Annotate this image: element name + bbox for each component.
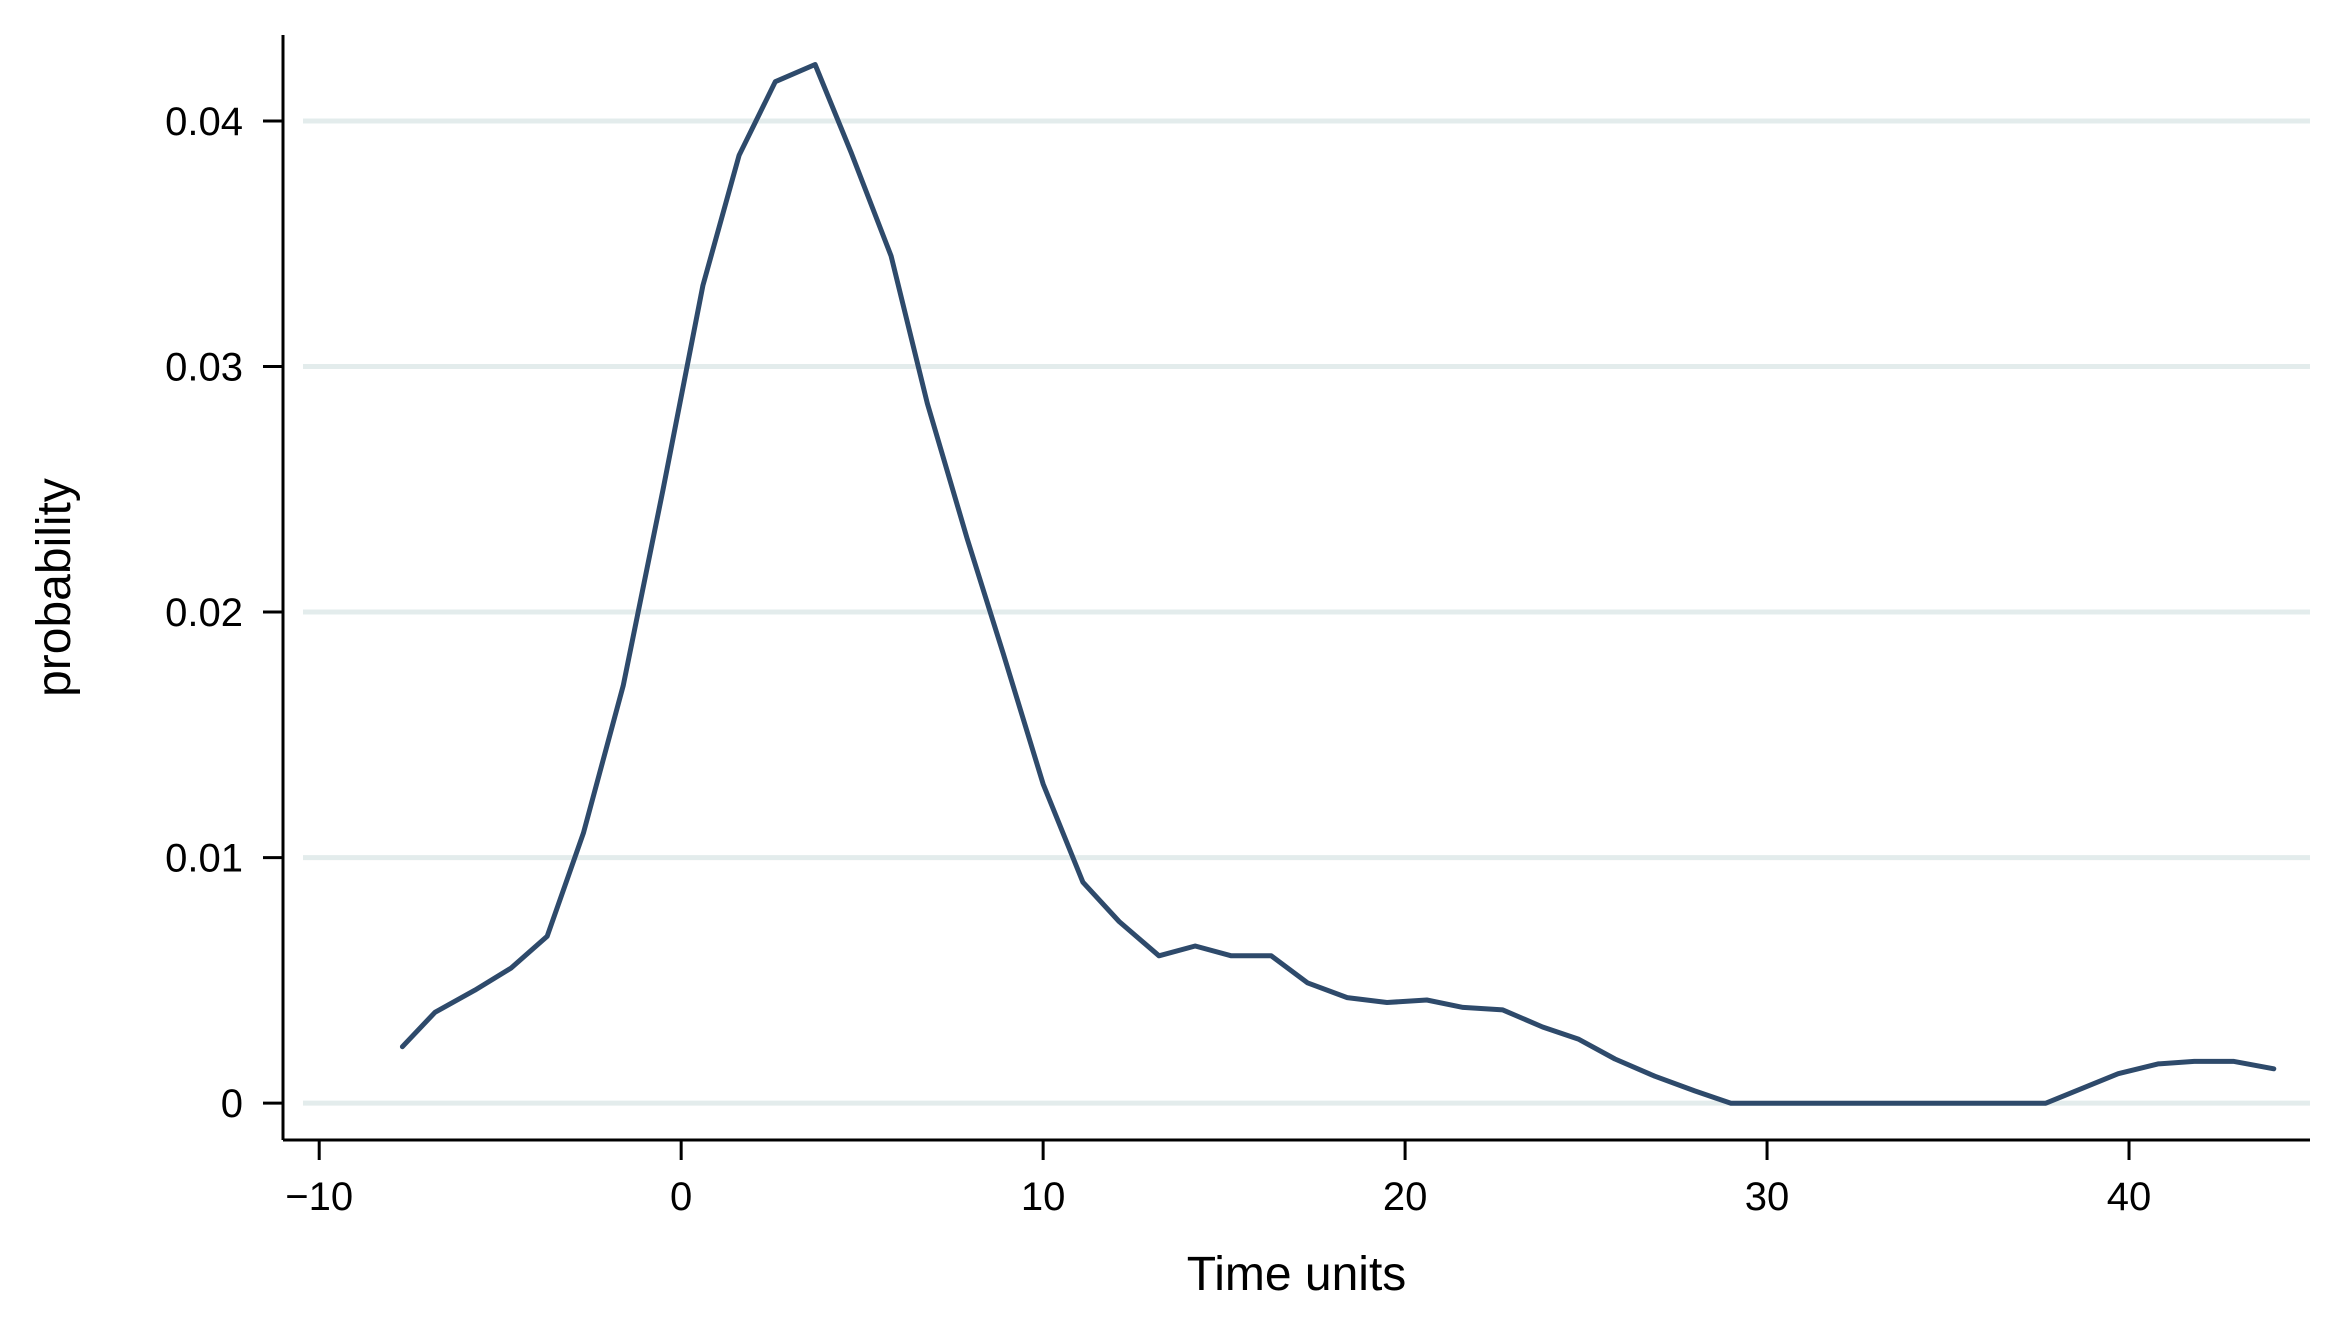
- y-tick-label: 0.03: [165, 346, 243, 390]
- y-tick-label: 0.02: [165, 591, 243, 635]
- x-tick-label: 30: [1745, 1175, 1790, 1219]
- y-tick-label: 0.01: [165, 837, 243, 881]
- gridlines: [303, 118, 2310, 1106]
- x-tick-label: −10: [285, 1175, 353, 1219]
- x-tick-label: 0: [670, 1175, 692, 1219]
- x-tick-label: 10: [1021, 1175, 1066, 1219]
- series: [399, 62, 2277, 1106]
- x-axis-title: Time units: [1187, 1248, 1407, 1301]
- y-tick-label: 0.04: [165, 100, 243, 144]
- y-tick-label: 0: [221, 1082, 243, 1126]
- y-axis-title: probability: [28, 478, 81, 697]
- ticks: 0 0.01 0.02 0.03 0.04 −10 0 10 20 30 40: [165, 100, 2151, 1219]
- axes: [281, 35, 2310, 1142]
- x-tick-label: 40: [2107, 1175, 2152, 1219]
- x-tick-label: 20: [1383, 1175, 1428, 1219]
- series-line: [399, 62, 2277, 1106]
